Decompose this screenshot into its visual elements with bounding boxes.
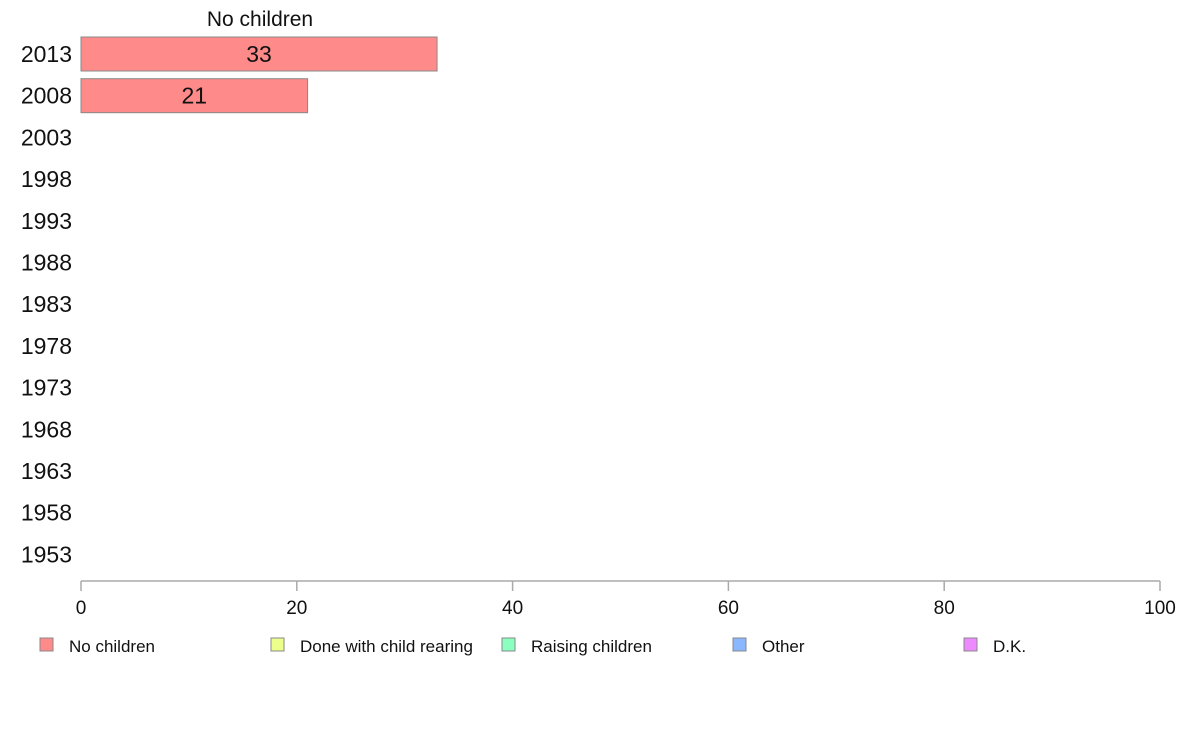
y-tick-label: 1963: [21, 458, 72, 484]
legend-item: Raising children: [501, 637, 652, 656]
bar-value-label: 21: [181, 83, 207, 109]
legend-label: D.K.: [993, 637, 1026, 656]
legend-swatch: [270, 637, 285, 652]
legend: No children Done with child rearing Raisin…: [39, 637, 1026, 656]
y-tick-label: 1978: [21, 333, 72, 359]
legend-item: D.K.: [963, 637, 1026, 656]
x-tick-label: 0: [76, 598, 87, 619]
legend-item: No children: [39, 637, 155, 656]
y-tick-label: 2003: [21, 124, 72, 150]
x-tick-label: 20: [286, 598, 307, 619]
x-axis: 0 20 40 60 80 100: [76, 580, 1176, 619]
legend-swatch: [963, 637, 978, 652]
legend-swatch: [732, 637, 747, 652]
y-tick-label: 1968: [21, 416, 72, 442]
y-tick-label: 1983: [21, 291, 72, 317]
legend-item: Other: [732, 637, 805, 656]
bar: [80, 36, 438, 72]
legend-label: Done with child rearing: [300, 637, 473, 656]
bar-value-label: 33: [246, 41, 272, 67]
legend-swatch: [501, 637, 516, 652]
y-tick-label: 2013: [21, 41, 72, 67]
y-tick-label: 1998: [21, 166, 72, 192]
y-tick-label: 2008: [21, 83, 72, 109]
x-tick-label: 100: [1144, 598, 1176, 619]
y-tick-label: 1993: [21, 208, 72, 234]
y-tick-label: 1988: [21, 250, 72, 276]
x-tick-label: 80: [934, 598, 955, 619]
legend-swatch: [39, 637, 54, 652]
legend-item: Done with child rearing: [270, 637, 473, 656]
y-axis: 2013 2008 2003 1998 1993 1988 1983 1978 1973 1968…: [21, 41, 72, 567]
bar: [80, 78, 309, 114]
bars: 33 21: [80, 36, 438, 114]
y-tick-label: 1973: [21, 375, 72, 401]
y-tick-label: 1953: [21, 541, 72, 567]
legend-label: Other: [762, 637, 805, 656]
x-tick-label: 60: [718, 598, 739, 619]
x-tick-label: 40: [502, 598, 523, 619]
legend-label: Raising children: [531, 637, 652, 656]
legend-label: No children: [69, 637, 155, 656]
column-title: No children: [207, 8, 313, 31]
y-tick-label: 1958: [21, 500, 72, 526]
